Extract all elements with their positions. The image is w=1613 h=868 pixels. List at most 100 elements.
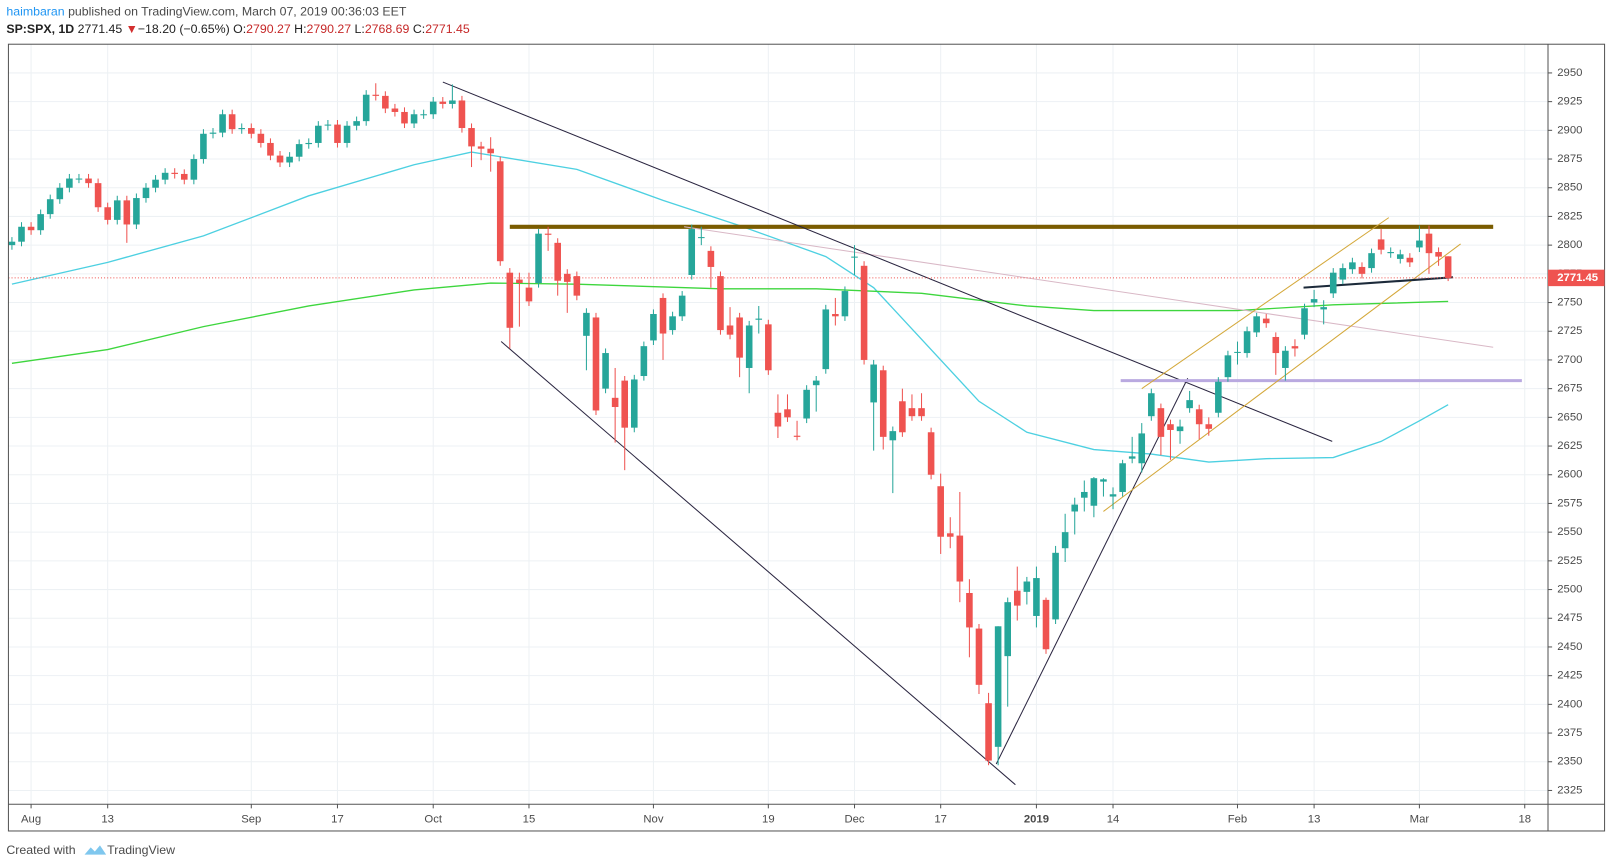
candle-body [1329, 272, 1337, 294]
moving-average [11, 151, 1449, 463]
candle-body [85, 178, 92, 184]
candle-body [190, 159, 198, 180]
x-tick-label: 18 [1518, 814, 1531, 826]
candle-body [1061, 532, 1069, 549]
candle-body [793, 435, 801, 437]
l-label: L: [355, 22, 365, 36]
y-tick-label: 2625 [1557, 440, 1582, 452]
last-price-box [1548, 269, 1605, 287]
y-tick-label: 2750 [1557, 297, 1582, 309]
candle-body [1282, 350, 1289, 368]
candle-body [161, 172, 169, 180]
x-tick-label: 13 [101, 814, 114, 826]
y-tick-label: 2550 [1557, 526, 1582, 538]
y-tick-label: 2575 [1557, 497, 1582, 509]
candle-body [37, 214, 44, 231]
candle-body [985, 703, 992, 761]
logo [84, 845, 107, 855]
author[interactable]: haimbaran [6, 5, 64, 19]
symbol-line: SP:SPX, 1D 2771.45 ▼−18.20 (−0.65%) O:27… [6, 22, 470, 36]
y-tick-label: 2450 [1557, 641, 1582, 653]
candle-body [717, 276, 724, 331]
candle-body [1349, 262, 1356, 270]
candle-body [956, 535, 964, 582]
candle-body [1224, 355, 1232, 378]
candle-body [1042, 599, 1050, 650]
candle-body [276, 155, 284, 163]
o-label: O: [233, 22, 246, 36]
candle-body [1416, 240, 1423, 248]
candle-body [525, 287, 533, 302]
candle-body [27, 226, 35, 231]
x-tick-label: 15 [523, 814, 536, 826]
candle-body [678, 295, 686, 317]
trendline [995, 378, 1189, 765]
candle-body [745, 325, 753, 368]
candle-body [554, 242, 561, 281]
candle-body [621, 380, 629, 428]
candle-body [1033, 578, 1040, 616]
candle-body [238, 128, 246, 130]
y-tick-label: 2650 [1557, 411, 1582, 423]
x-tick-label: 17 [934, 814, 947, 826]
candle-body [257, 133, 265, 143]
candle-body [812, 380, 820, 386]
candle-body [324, 124, 332, 126]
h-label: H: [294, 22, 306, 36]
candle-body [1176, 426, 1184, 432]
candle-body [295, 144, 303, 157]
overlays [8, 81, 1549, 786]
candle-body [1186, 400, 1193, 409]
x-tick-label: 13 [1308, 814, 1321, 826]
candle-body [918, 408, 925, 417]
candle-body [123, 200, 131, 225]
candle-body [544, 233, 552, 235]
candle-body [630, 379, 638, 428]
candle-body [305, 142, 313, 145]
x-tick-label: Aug [21, 814, 41, 826]
candle-body [563, 273, 571, 282]
y-tick-label: 2700 [1557, 354, 1582, 366]
candle-body [1128, 456, 1136, 459]
candle-body [66, 178, 73, 188]
candle-body [94, 183, 102, 208]
candle-body [209, 132, 217, 134]
candle-body [8, 241, 16, 246]
trendline [1141, 217, 1390, 390]
candle-body [200, 133, 207, 160]
candle-body [841, 291, 849, 317]
c-label: C: [413, 22, 425, 36]
candle-body [765, 324, 772, 371]
candle-body [458, 100, 466, 129]
candle-body [477, 146, 485, 149]
candle-body [1253, 316, 1260, 333]
x-tick-label: 14 [1107, 814, 1120, 826]
candle-body [353, 121, 360, 126]
trendline [500, 341, 1016, 786]
y-tick-label: 2375 [1557, 727, 1582, 739]
candle-body [1358, 266, 1366, 274]
x-tick-label: Dec [844, 814, 864, 826]
y-tick-label: 2850 [1557, 182, 1582, 194]
candle-body [975, 628, 983, 685]
candle-body [1167, 424, 1174, 430]
candle-body [602, 353, 609, 389]
candle-body [1435, 252, 1442, 257]
candle-body [535, 233, 542, 284]
brand[interactable]: TradingView [107, 843, 175, 857]
candle-body [879, 370, 887, 437]
candle-body [171, 172, 178, 174]
candle-body [592, 317, 600, 411]
y-tick-label: 2925 [1557, 96, 1582, 108]
candle-body [1052, 552, 1059, 620]
arrow: ▼ [126, 22, 138, 36]
candle-body [410, 114, 418, 124]
candle-body [1272, 336, 1280, 354]
candle-body [966, 592, 973, 628]
candle-body [946, 533, 954, 537]
candle-body [889, 431, 897, 441]
candle-body [1081, 491, 1088, 498]
trendline [1303, 276, 1454, 289]
